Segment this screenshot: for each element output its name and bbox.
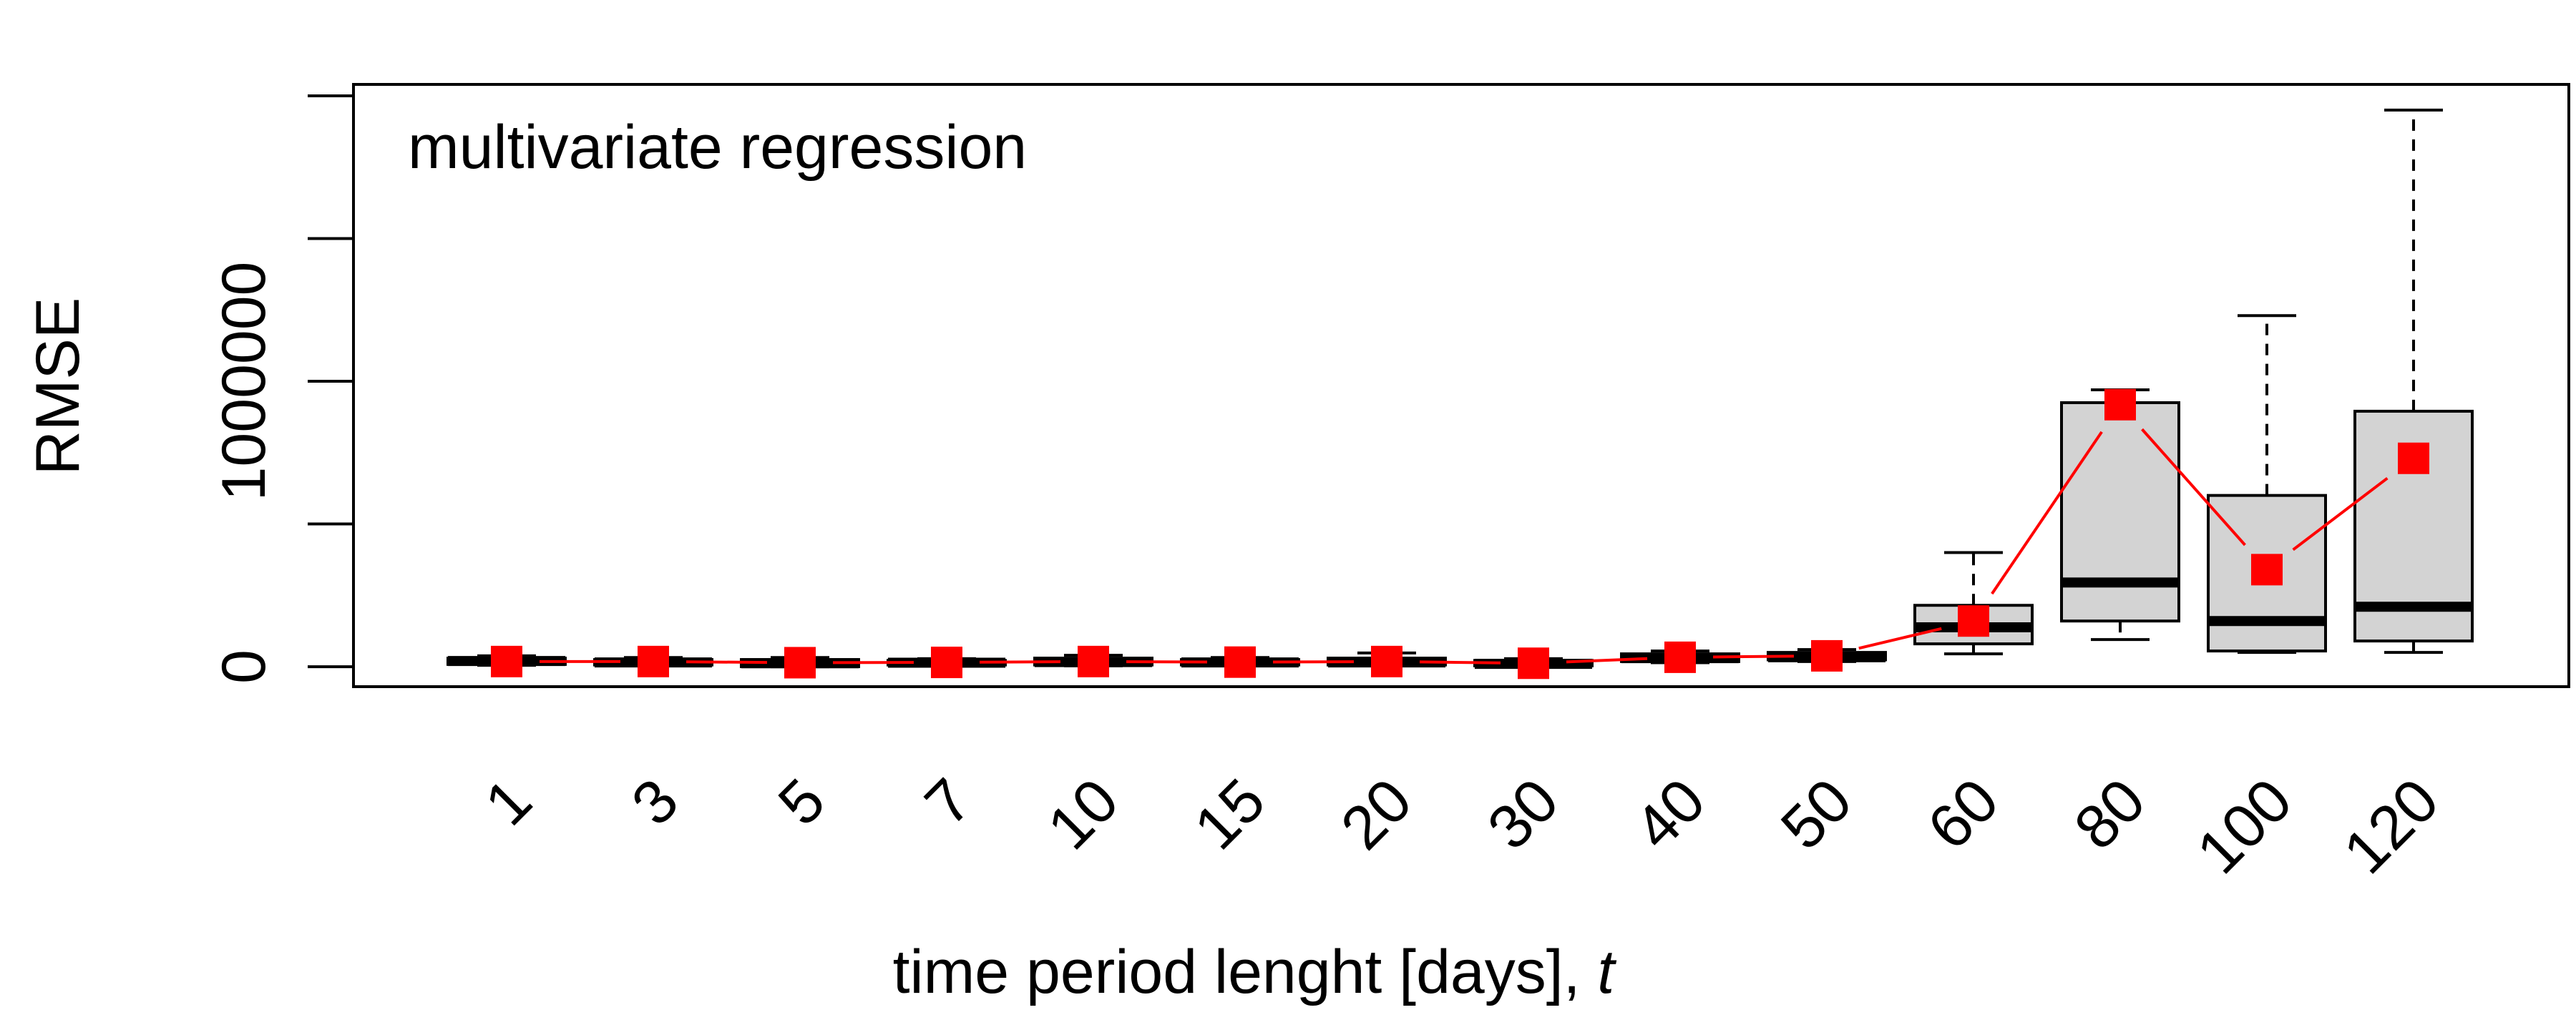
mean-connector xyxy=(1858,627,1942,650)
x-tick-label: 30 xyxy=(1475,766,1572,863)
mean-marker-120 xyxy=(2398,442,2429,474)
mean-marker-80 xyxy=(2104,388,2136,421)
x-tick-label: 20 xyxy=(1328,766,1425,863)
mean-connector xyxy=(2141,428,2246,546)
mean-series xyxy=(491,388,2429,680)
box-60 xyxy=(1913,551,2034,656)
x-tick-label: 7 xyxy=(912,766,985,839)
x-axis: 1 3 5 7 10 15 20 30 40 50 60 80 100 120 xyxy=(472,766,2452,887)
mean-marker-1 xyxy=(491,645,522,677)
mean-connector xyxy=(1991,431,2103,595)
x-tick-label: 120 xyxy=(2331,766,2451,887)
mean-connector xyxy=(1712,654,1795,659)
mean-marker-100 xyxy=(2251,554,2283,586)
x-tick-label: 1 xyxy=(472,766,545,839)
mean-marker-7 xyxy=(931,647,962,679)
box-series xyxy=(447,108,2474,670)
mean-marker-30 xyxy=(1518,647,1549,680)
x-tick-label: 40 xyxy=(1621,766,1719,863)
mean-marker-10 xyxy=(1078,645,1109,677)
x-axis-title-variable: t xyxy=(1597,938,1616,1006)
box-80 xyxy=(2060,388,2180,642)
box-120 xyxy=(2353,108,2474,654)
mean-marker-40 xyxy=(1664,641,1696,673)
x-axis-title-main: time period lenght [days], xyxy=(893,938,1598,1006)
mean-connector xyxy=(1566,657,1648,664)
x-tick-label: 100 xyxy=(2184,766,2305,887)
y-tick-label: 0 xyxy=(210,649,278,684)
x-tick-label: 15 xyxy=(1181,766,1279,863)
x-tick-label: 10 xyxy=(1035,766,1132,863)
box-100 xyxy=(2207,314,2327,654)
x-tick-label: 80 xyxy=(2062,766,2159,863)
mean-connector xyxy=(2292,476,2389,551)
mean-marker-3 xyxy=(638,645,669,677)
x-tick-label: 60 xyxy=(1915,766,2012,863)
mean-marker-5 xyxy=(784,647,816,679)
annotation-label: multivariate regression xyxy=(408,113,1027,182)
box-body xyxy=(2060,401,2180,623)
mean-marker-15 xyxy=(1224,646,1256,678)
x-tick-label: 3 xyxy=(619,766,692,839)
mean-marker-50 xyxy=(1811,639,1843,672)
x-axis-title: time period lenght [days], t xyxy=(893,938,1617,1006)
y-axis: 0 1000000 xyxy=(210,94,355,684)
mean-marker-60 xyxy=(1958,605,1989,637)
mean-marker-20 xyxy=(1371,645,1402,677)
y-axis-title: RMSE xyxy=(24,298,92,475)
y-tick-label: 1000000 xyxy=(210,262,278,501)
x-tick-label: 50 xyxy=(1768,766,1865,863)
x-tick-label: 5 xyxy=(766,766,839,839)
